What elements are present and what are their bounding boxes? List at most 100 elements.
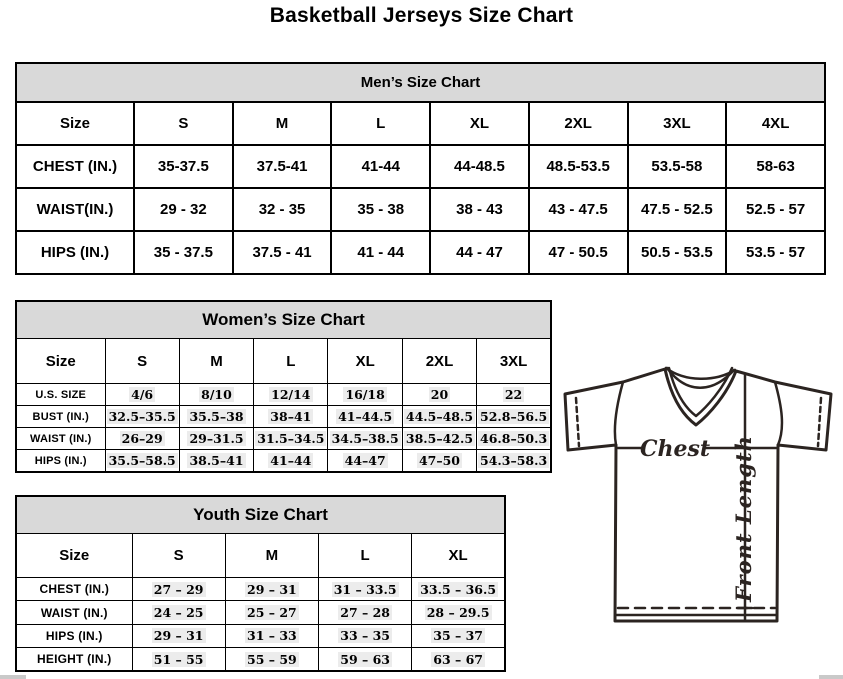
jersey-diagram-icon: Chest Front Length bbox=[563, 366, 833, 623]
value-text: 46.8–50.3 bbox=[478, 431, 550, 447]
column-header-row: Size S M L XL bbox=[15, 533, 506, 578]
value-text: 27 – 29 bbox=[151, 581, 206, 597]
value-text: 24 – 25 bbox=[151, 605, 206, 621]
column-header: 3XL bbox=[476, 338, 552, 384]
value-cell: 28 – 29.5 bbox=[411, 600, 506, 625]
value-text: 59 – 63 bbox=[338, 651, 392, 667]
table-title-row: Youth Size Chart bbox=[15, 495, 506, 534]
column-header: 3XL bbox=[626, 101, 728, 146]
value-cell: 63 – 67 bbox=[411, 647, 506, 672]
row-label: HIPS (IN.) bbox=[15, 230, 135, 275]
value-cell: 37.5-41 bbox=[231, 144, 333, 189]
value-text: 4/6 bbox=[129, 387, 156, 403]
table-row: WAIST (IN.) 24 – 25 25 – 27 27 – 28 28 – 29.… bbox=[15, 600, 506, 625]
mens-size-table: Men’s Size Chart Size S M L XL 2XL 3XL 4XL CHES… bbox=[15, 62, 826, 275]
value-cell: 38 - 43 bbox=[429, 187, 530, 232]
value-cell: 25 – 27 bbox=[224, 600, 320, 625]
value-cell: 31 – 33 bbox=[224, 623, 320, 649]
value-cell: 12/14 bbox=[253, 382, 329, 407]
column-header-row: Size S M L XL 2XL 3XL bbox=[15, 338, 552, 384]
jersey-measurement-diagram: Chest Front Length bbox=[555, 362, 843, 632]
table-row: HIPS (IN.) 35.5–58.5 38.5–41 41–44 44–47 47–5… bbox=[15, 449, 552, 473]
womens-size-table-grid: Women’s Size Chart Size S M L XL 2XL 3XL U.S. … bbox=[15, 300, 552, 473]
value-text: 25 – 27 bbox=[245, 605, 299, 621]
value-cell: 29 – 31 bbox=[131, 623, 226, 649]
value-cell: 29 - 32 bbox=[133, 187, 234, 232]
table-row: HEIGHT (IN.) 51 – 55 55 – 59 59 – 63 63 – 67 bbox=[15, 647, 506, 672]
value-cell: 27 – 28 bbox=[317, 600, 413, 625]
row-label: HIPS (IN.) bbox=[15, 449, 106, 473]
table-title-row: Men’s Size Chart bbox=[15, 62, 826, 103]
right-sleeve-seam bbox=[773, 380, 784, 447]
value-text: 29 – 31 bbox=[245, 581, 299, 597]
table-title-row: Women’s Size Chart bbox=[15, 300, 552, 339]
value-text: 38.5–42.5 bbox=[403, 431, 476, 447]
collar-arc-shallow bbox=[664, 366, 737, 380]
value-text: 8/10 bbox=[199, 387, 234, 403]
table-row: U.S. SIZE 4/6 8/10 12/14 16/18 20 22 bbox=[15, 382, 552, 407]
value-cell: 38–41 bbox=[253, 405, 329, 429]
value-text: 26–29 bbox=[119, 431, 165, 447]
value-cell: 41 - 44 bbox=[330, 230, 432, 275]
value-cell: 35 - 37.5 bbox=[133, 230, 234, 275]
row-label: WAIST (IN.) bbox=[15, 427, 106, 451]
value-text: 38.5–41 bbox=[187, 453, 246, 469]
table-row: HIPS (IN.) 29 – 31 31 – 33 33 – 35 35 – 37 bbox=[15, 623, 506, 649]
value-cell: 41–44.5 bbox=[327, 405, 403, 429]
value-cell: 32 - 35 bbox=[231, 187, 333, 232]
value-cell: 35.5–38 bbox=[178, 405, 255, 429]
value-cell: 41-44 bbox=[330, 144, 432, 189]
value-cell: 53.5-58 bbox=[626, 144, 728, 189]
value-text: 31 – 33 bbox=[245, 628, 299, 644]
jersey-outline bbox=[563, 367, 833, 623]
left-cuff-dashed-line bbox=[574, 396, 581, 448]
value-cell: 22 bbox=[476, 382, 552, 407]
value-cell: 44–47 bbox=[327, 449, 403, 473]
value-cell: 35.5–58.5 bbox=[104, 449, 180, 473]
row-label: CHEST (IN.) bbox=[15, 144, 135, 189]
value-cell: 41–44 bbox=[253, 449, 329, 473]
value-cell: 44-48.5 bbox=[429, 144, 530, 189]
value-cell: 44.5–48.5 bbox=[401, 405, 478, 429]
value-text: 41–44 bbox=[268, 453, 314, 469]
collar-inner-v bbox=[667, 366, 734, 418]
value-text: 38–41 bbox=[268, 409, 314, 425]
womens-size-table: Women’s Size Chart Size S M L XL 2XL 3XL U.S. … bbox=[15, 300, 552, 473]
table-row: CHEST (IN.) 27 – 29 29 – 31 31 – 33.5 33.5 –… bbox=[15, 576, 506, 602]
value-cell: 55 – 59 bbox=[224, 647, 320, 672]
value-cell: 27 – 29 bbox=[131, 576, 226, 602]
column-header: S bbox=[131, 533, 226, 578]
column-header: L bbox=[253, 338, 329, 384]
value-text: 12/14 bbox=[269, 387, 313, 403]
value-cell: 38.5–41 bbox=[178, 449, 255, 473]
youth-size-table-grid: Youth Size Chart Size S M L XL CHEST (IN.) 27… bbox=[15, 495, 506, 672]
column-header-row: Size S M L XL 2XL 3XL 4XL bbox=[15, 101, 826, 146]
collar-arc-deep bbox=[665, 366, 736, 389]
value-text: 28 – 29.5 bbox=[424, 605, 492, 621]
value-cell: 20 bbox=[401, 382, 478, 407]
value-cell: 51 – 55 bbox=[131, 647, 226, 672]
value-cell: 29 – 31 bbox=[224, 576, 320, 602]
value-text: 35 – 37 bbox=[431, 628, 485, 644]
value-cell: 52.8–56.5 bbox=[476, 405, 552, 429]
table-title: Women’s Size Chart bbox=[15, 300, 552, 339]
mens-size-table-grid: Men’s Size Chart Size S M L XL 2XL 3XL 4XL CHES… bbox=[15, 62, 826, 275]
value-cell: 48.5-53.5 bbox=[527, 144, 629, 189]
value-text: 22 bbox=[502, 387, 525, 403]
value-cell: 16/18 bbox=[327, 382, 403, 407]
value-text: 32.5–35.5 bbox=[106, 409, 178, 425]
column-header: L bbox=[330, 101, 432, 146]
value-cell: 47–50 bbox=[401, 449, 478, 473]
right-cuff-dashed-line bbox=[816, 396, 823, 448]
value-text: 51 – 55 bbox=[151, 651, 206, 667]
scrollbar-fragment-left bbox=[0, 675, 26, 679]
column-header: 4XL bbox=[725, 101, 826, 146]
row-label: U.S. SIZE bbox=[15, 382, 106, 407]
value-cell: 47 - 50.5 bbox=[527, 230, 629, 275]
value-cell: 33 – 35 bbox=[317, 623, 413, 649]
page-title: Basketball Jerseys Size Chart bbox=[269, 4, 574, 27]
value-text: 55 – 59 bbox=[245, 651, 299, 667]
value-cell: 53.5 - 57 bbox=[725, 230, 826, 275]
value-text: 54.3–58.3 bbox=[478, 453, 550, 469]
